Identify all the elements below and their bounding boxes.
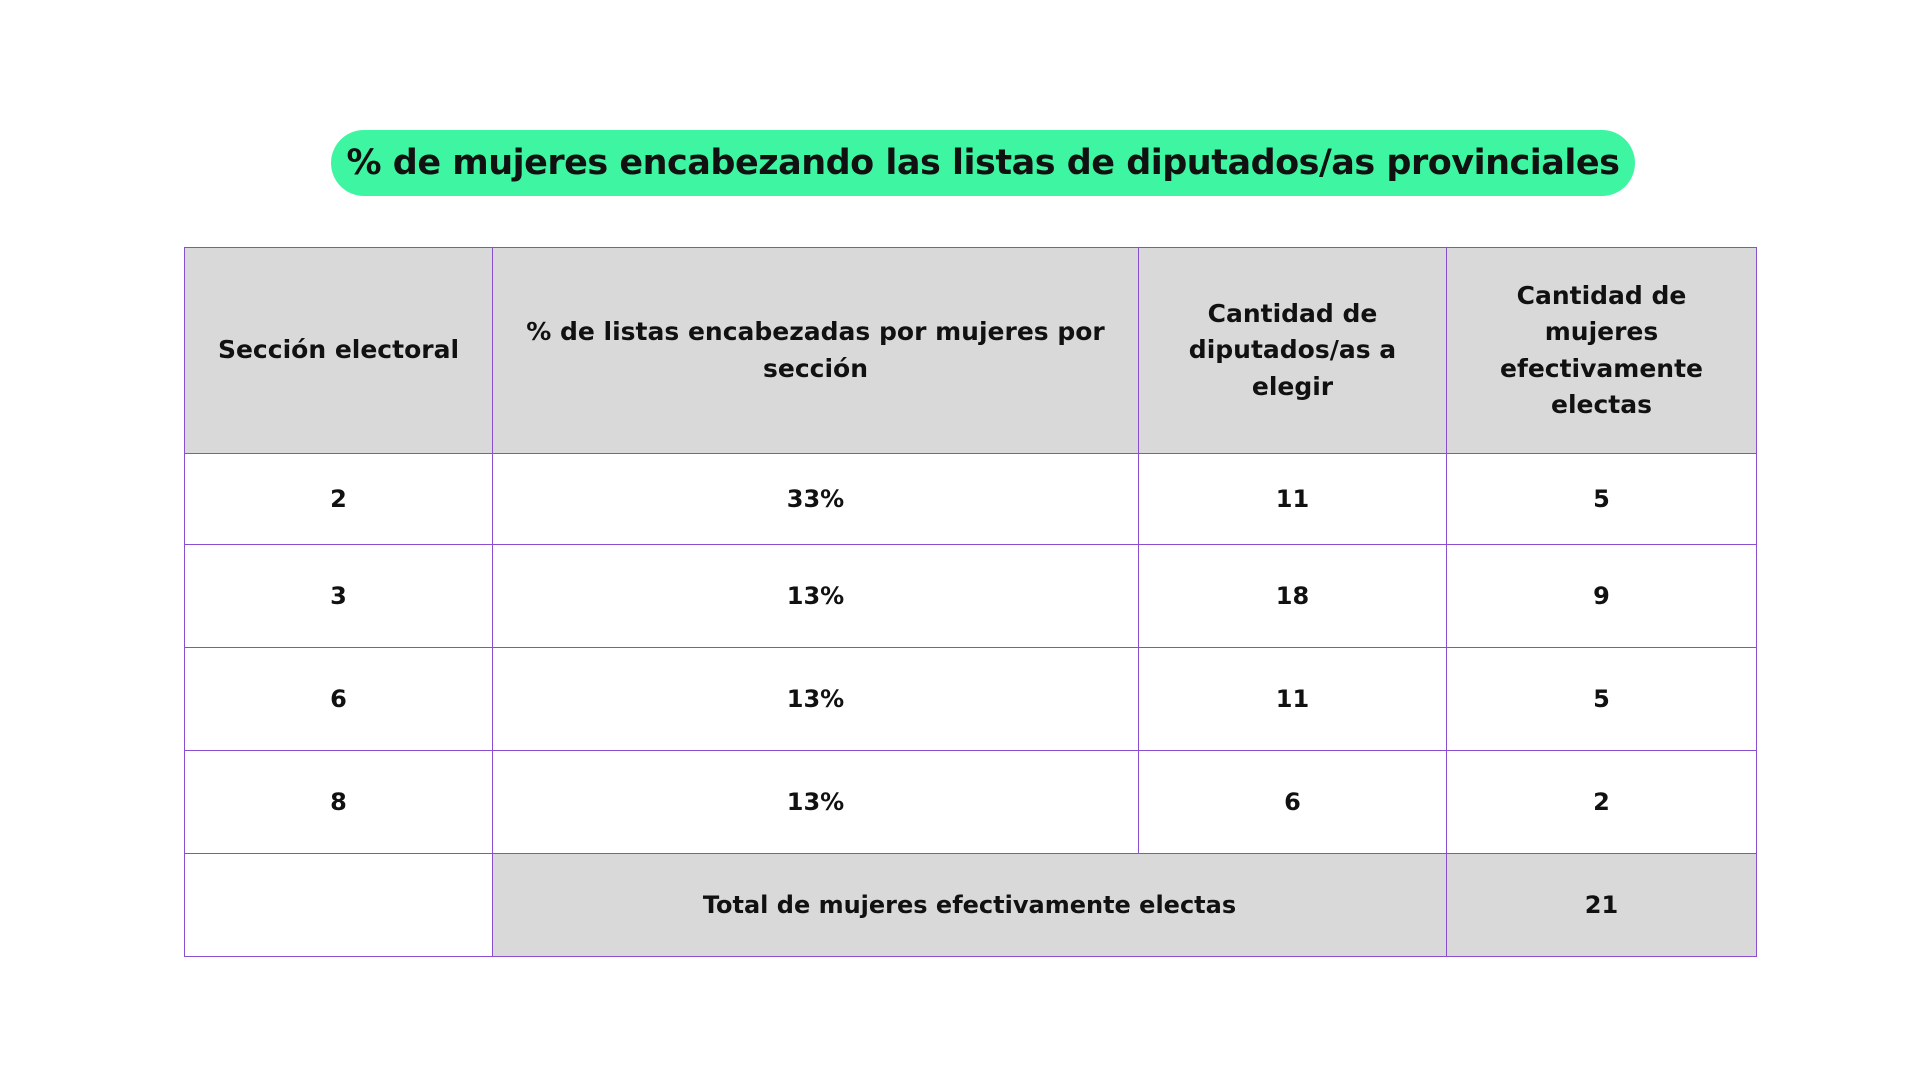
total-label: Total de mujeres efectivamente electas <box>492 853 1447 957</box>
table-cell: 2 <box>184 453 493 545</box>
table-row: 3 13% 18 9 <box>184 544 1757 648</box>
total-value: 21 <box>1446 853 1757 957</box>
table-cell: 11 <box>1138 647 1447 751</box>
table-cell: 3 <box>184 544 493 648</box>
title: % de mujeres encabezando las listas de d… <box>331 130 1635 196</box>
table-cell: 8 <box>184 750 493 854</box>
table-cell: 5 <box>1446 453 1757 545</box>
header-cell: Cantidad de mujeres efectivamente electa… <box>1446 247 1757 454</box>
total-row: Total de mujeres efectivamente electas 2… <box>184 853 1757 957</box>
header-row: Sección electoral % de listas encabezada… <box>184 247 1757 454</box>
table-cell: 9 <box>1446 544 1757 648</box>
table-row: 8 13% 6 2 <box>184 750 1757 854</box>
table-row: 6 13% 11 5 <box>184 647 1757 751</box>
table-body: 2 33% 11 5 3 13% 18 9 6 13% 11 5 8 13% 6 2 Total de muj… <box>184 453 1757 957</box>
table-cell: 18 <box>1138 544 1447 648</box>
table: Sección electoral % de listas encabezada… <box>184 247 1757 957</box>
table-cell: 5 <box>1446 647 1757 751</box>
table-cell: 33% <box>492 453 1139 545</box>
table-row: 2 33% 11 5 <box>184 453 1757 545</box>
table-cell: 6 <box>184 647 493 751</box>
empty-cell <box>184 853 493 957</box>
table-cell: 13% <box>492 647 1139 751</box>
table-cell: 13% <box>492 750 1139 854</box>
table-cell: 6 <box>1138 750 1447 854</box>
header-cell: % de listas encabezadas por mujeres por … <box>492 247 1139 454</box>
table-cell: 2 <box>1446 750 1757 854</box>
table-cell: 11 <box>1138 453 1447 545</box>
table-cell: 13% <box>492 544 1139 648</box>
header-cell: Cantidad de diputados/as a elegir <box>1138 247 1447 454</box>
header-cell: Sección electoral <box>184 247 493 454</box>
